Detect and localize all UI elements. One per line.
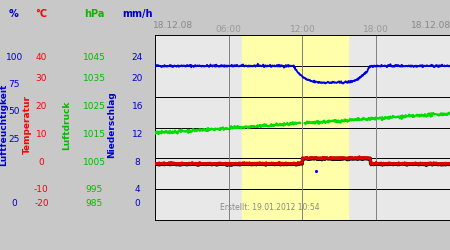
Text: -10: -10 bbox=[34, 185, 49, 194]
Text: 1035: 1035 bbox=[83, 74, 106, 83]
Text: 1025: 1025 bbox=[83, 102, 106, 111]
Text: 25: 25 bbox=[9, 135, 20, 144]
Text: %: % bbox=[9, 9, 18, 19]
Text: 100: 100 bbox=[6, 53, 23, 62]
Text: °C: °C bbox=[36, 9, 47, 19]
Text: 1045: 1045 bbox=[83, 53, 106, 62]
Text: -20: -20 bbox=[34, 199, 49, 208]
Text: 985: 985 bbox=[86, 199, 103, 208]
Text: 75: 75 bbox=[9, 80, 20, 88]
Text: 40: 40 bbox=[36, 53, 47, 62]
Text: 10: 10 bbox=[36, 130, 47, 139]
Text: 20: 20 bbox=[36, 102, 47, 111]
Text: Luftdruck: Luftdruck bbox=[62, 100, 71, 150]
Text: Niederschlag: Niederschlag bbox=[107, 92, 116, 158]
Text: Luftfeuchtigkeit: Luftfeuchtigkeit bbox=[0, 84, 8, 166]
Text: 1015: 1015 bbox=[83, 130, 106, 139]
Text: mm/h: mm/h bbox=[122, 9, 153, 19]
Text: 4: 4 bbox=[135, 185, 140, 194]
Text: 0: 0 bbox=[39, 158, 44, 166]
Text: 18.12.08: 18.12.08 bbox=[153, 22, 194, 30]
Text: 16: 16 bbox=[131, 102, 143, 111]
Text: 24: 24 bbox=[131, 53, 143, 62]
Text: Erstellt: 19.01.2012 10:54: Erstellt: 19.01.2012 10:54 bbox=[220, 202, 320, 211]
Text: 12: 12 bbox=[131, 130, 143, 139]
Text: 995: 995 bbox=[86, 185, 103, 194]
Text: 0: 0 bbox=[135, 199, 140, 208]
Text: 8: 8 bbox=[135, 158, 140, 166]
Text: 0: 0 bbox=[12, 199, 17, 208]
Text: 18.12.08: 18.12.08 bbox=[411, 22, 450, 30]
Text: 50: 50 bbox=[9, 107, 20, 116]
Text: 30: 30 bbox=[36, 74, 47, 83]
Text: Temperatur: Temperatur bbox=[22, 96, 32, 154]
Text: hPa: hPa bbox=[84, 9, 105, 19]
Text: 1005: 1005 bbox=[83, 158, 106, 166]
Text: 20: 20 bbox=[131, 74, 143, 83]
Bar bbox=[242, 35, 348, 220]
